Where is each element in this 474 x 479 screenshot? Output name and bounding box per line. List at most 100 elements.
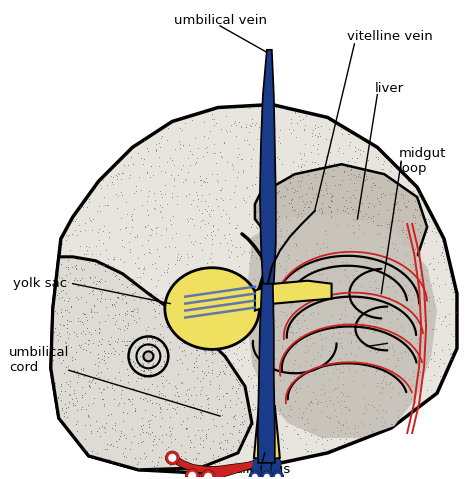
Point (202, 430, 210, 437)
Point (188, 379, 196, 387)
Point (305, 184, 313, 192)
Point (183, 407, 191, 415)
Point (170, 402, 177, 410)
Point (127, 445, 134, 453)
Point (328, 345, 335, 353)
Point (319, 381, 327, 389)
Point (228, 430, 235, 438)
Point (197, 176, 205, 184)
Point (303, 199, 310, 207)
Point (269, 205, 277, 213)
Point (82, 405, 90, 413)
Point (81, 384, 88, 392)
Point (276, 280, 283, 288)
Point (274, 240, 282, 248)
Point (369, 328, 377, 336)
Point (193, 270, 201, 277)
Point (323, 433, 331, 441)
Point (184, 449, 191, 457)
Point (314, 400, 321, 408)
Point (55, 323, 62, 331)
Point (288, 184, 296, 192)
Point (85, 407, 93, 414)
Point (228, 300, 236, 308)
Point (234, 103, 241, 111)
Point (212, 195, 220, 203)
Point (85, 413, 93, 421)
Point (438, 248, 446, 256)
Point (107, 369, 115, 376)
Point (363, 222, 370, 229)
Point (139, 339, 146, 347)
Point (87, 305, 95, 313)
Point (171, 260, 178, 267)
Point (100, 320, 108, 328)
Point (158, 414, 165, 422)
Point (386, 167, 394, 175)
Point (130, 279, 138, 287)
Point (211, 331, 219, 338)
Point (117, 376, 124, 384)
Point (413, 312, 420, 320)
Point (108, 300, 115, 308)
Point (327, 435, 335, 443)
Point (110, 445, 118, 452)
Point (55, 303, 63, 310)
Point (204, 394, 211, 402)
Point (78, 403, 86, 411)
Point (157, 207, 164, 215)
Point (220, 139, 228, 147)
Point (188, 350, 195, 357)
Point (169, 372, 176, 379)
Point (152, 196, 159, 204)
Point (64, 319, 72, 327)
Point (139, 360, 146, 367)
Point (390, 282, 397, 290)
Point (287, 130, 294, 137)
Point (125, 238, 133, 245)
Point (268, 382, 276, 389)
Point (73, 378, 81, 386)
Point (319, 199, 326, 207)
Point (400, 403, 407, 411)
Point (291, 206, 299, 214)
Point (287, 196, 294, 204)
Point (79, 320, 87, 328)
Circle shape (144, 352, 154, 361)
Point (234, 377, 241, 385)
Point (384, 264, 392, 272)
Point (264, 275, 272, 283)
Point (357, 415, 365, 423)
Point (142, 407, 149, 414)
Point (191, 349, 199, 356)
Point (147, 343, 155, 351)
Point (81, 361, 89, 369)
Point (357, 266, 365, 274)
Point (286, 329, 294, 336)
Point (174, 392, 182, 400)
Point (83, 323, 91, 331)
Point (118, 357, 126, 365)
Point (379, 290, 387, 297)
Point (330, 344, 337, 352)
Point (368, 251, 375, 259)
Point (253, 381, 260, 389)
Point (419, 296, 427, 303)
Point (118, 386, 126, 394)
Point (71, 290, 78, 297)
Point (131, 205, 138, 213)
Point (164, 349, 171, 356)
Point (429, 265, 437, 273)
Point (401, 373, 409, 381)
Point (70, 386, 78, 393)
Point (124, 461, 132, 468)
Point (68, 263, 75, 271)
Point (78, 327, 86, 334)
Point (299, 311, 307, 319)
Point (204, 394, 211, 402)
Point (260, 238, 268, 246)
Point (381, 304, 388, 311)
Point (101, 413, 109, 421)
Point (110, 311, 118, 319)
Point (322, 184, 330, 192)
